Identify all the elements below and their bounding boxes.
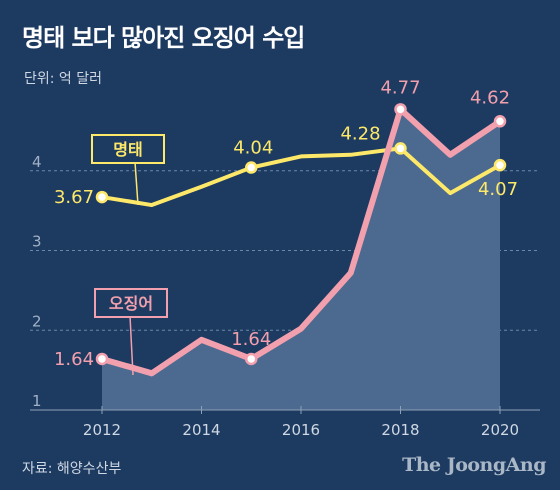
pollock-point [245,161,258,174]
x-tick-label: 2012 [83,421,121,439]
pollock-point [95,190,109,204]
source-note: 자료: 해양수산부 [22,461,122,477]
squid-point [394,103,407,116]
brand-logo: The JoongAng [402,454,546,476]
y-tick-label: 3 [32,233,42,251]
squid-series-line [99,106,503,377]
squid-point [95,352,109,366]
x-tick-label: 2020 [481,421,519,439]
squid-point [493,115,507,128]
squid-point [245,352,258,366]
legend-squid: 오징어 [94,288,168,376]
squid-area-fill [102,109,500,410]
y-tick-label: 2 [32,312,42,330]
legend-squid-leader [129,315,134,376]
pollock-data-label: 3.67 [54,187,94,208]
pollock-data-label: 4.04 [233,138,273,159]
legend-squid-label: 오징어 [109,294,153,313]
squid-data-label: 4.62 [470,87,510,108]
x-tick-label: 2018 [381,421,419,439]
pollock-series-line [100,146,502,208]
pollock-data-label: 4.07 [478,179,518,200]
chart-title: 명태 보다 많아진 오징어 수입 [22,24,305,52]
legend-squid-box [94,288,168,318]
legend-pollock-label: 명태 [113,140,142,159]
legend-pollock-leader [134,161,139,206]
legend-pollock-box [91,134,165,164]
pollock-data-label: 4.28 [340,123,380,144]
squid-data-label: 1.64 [231,329,271,350]
pollock-point [493,158,507,172]
y-tick-label: 4 [32,153,42,171]
x-tick-label: 2014 [182,421,220,439]
squid-data-label: 4.77 [380,77,420,98]
x-tick-label: 2016 [282,421,320,439]
legend-pollock: 명태 [91,134,165,206]
pollock-point [394,142,407,155]
unit-label: 단위: 억 달러 [24,71,103,87]
y-tick-label: 1 [32,392,42,410]
squid-data-label: 1.64 [54,349,94,370]
